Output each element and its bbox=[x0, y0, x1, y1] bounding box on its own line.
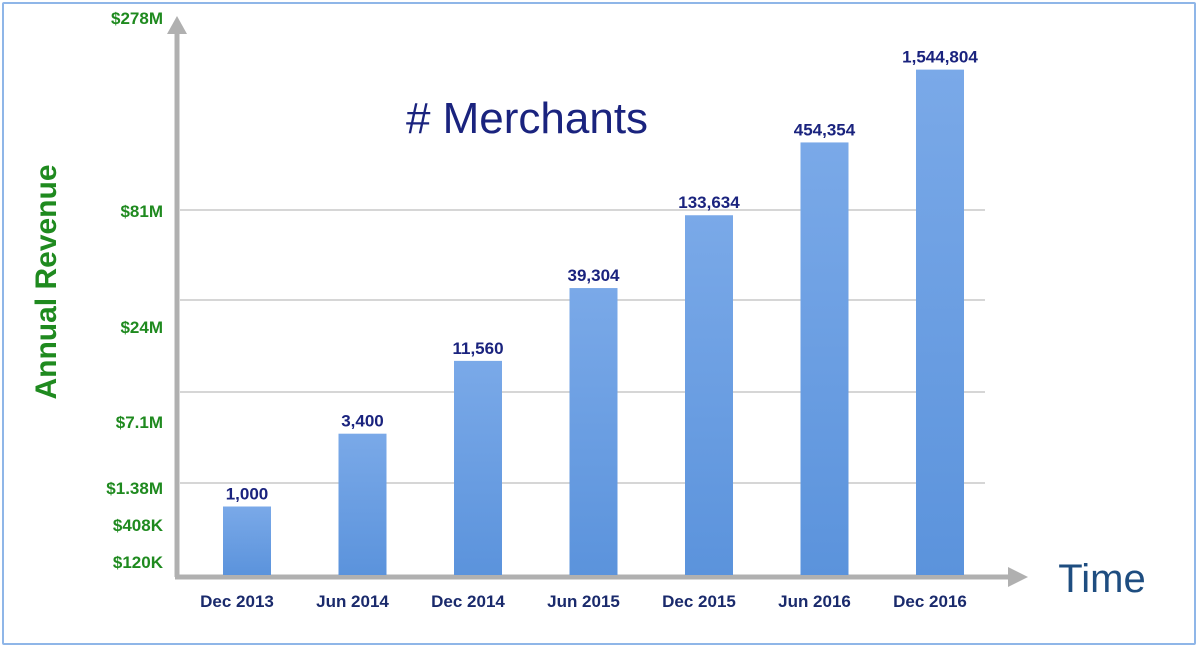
x-tick-0: Dec 2013 bbox=[200, 592, 274, 611]
y-axis-label: Annual Revenue bbox=[30, 164, 63, 399]
data-label-0: 1,000 bbox=[226, 485, 269, 504]
data-label-1: 3,400 bbox=[341, 412, 384, 431]
bars bbox=[223, 69, 964, 576]
y-tick-0: $120K bbox=[113, 553, 164, 572]
y-axis-arrow bbox=[167, 16, 187, 34]
y-tick-5: $81M bbox=[120, 202, 163, 221]
x-tick-5: Jun 2016 bbox=[778, 592, 851, 611]
bar-1 bbox=[338, 433, 387, 575]
data-label-5: 454,354 bbox=[794, 120, 856, 139]
data-label-4: 133,634 bbox=[678, 193, 740, 212]
data-labels: 1,000 3,400 11,560 39,304 133,634 454,354 1,54… bbox=[226, 48, 979, 504]
bar-5 bbox=[800, 142, 849, 576]
y-tick-2: $1.38M bbox=[106, 479, 163, 498]
data-label-3: 39,304 bbox=[568, 266, 621, 285]
x-tick-labels: Dec 2013 Jun 2014 Dec 2014 Jun 2015 Dec 2015… bbox=[200, 592, 967, 611]
y-tick-3: $7.1M bbox=[116, 413, 163, 432]
bar-0 bbox=[223, 506, 271, 575]
data-label-2: 11,560 bbox=[452, 339, 503, 358]
chart-title: # Merchants bbox=[406, 94, 648, 143]
y-tick-4: $24M bbox=[120, 318, 163, 337]
bar-4 bbox=[685, 215, 733, 575]
y-tick-6: $278M bbox=[111, 9, 163, 28]
x-tick-6: Dec 2016 bbox=[893, 592, 967, 611]
x-axis-arrow bbox=[1008, 567, 1028, 587]
y-tick-labels: $120K $408K $1.38M $7.1M $24M $81M $278M bbox=[106, 9, 163, 572]
bar-2 bbox=[454, 360, 502, 575]
x-tick-1: Jun 2014 bbox=[316, 592, 389, 611]
x-axis-label: Time bbox=[1058, 557, 1145, 601]
bar-3 bbox=[569, 288, 618, 575]
y-tick-1: $408K bbox=[113, 516, 164, 535]
x-tick-4: Dec 2015 bbox=[662, 592, 736, 611]
bar-6 bbox=[916, 69, 964, 576]
data-label-6: 1,544,804 bbox=[902, 48, 978, 67]
x-tick-2: Dec 2014 bbox=[431, 592, 505, 611]
x-tick-3: Jun 2015 bbox=[547, 592, 620, 611]
